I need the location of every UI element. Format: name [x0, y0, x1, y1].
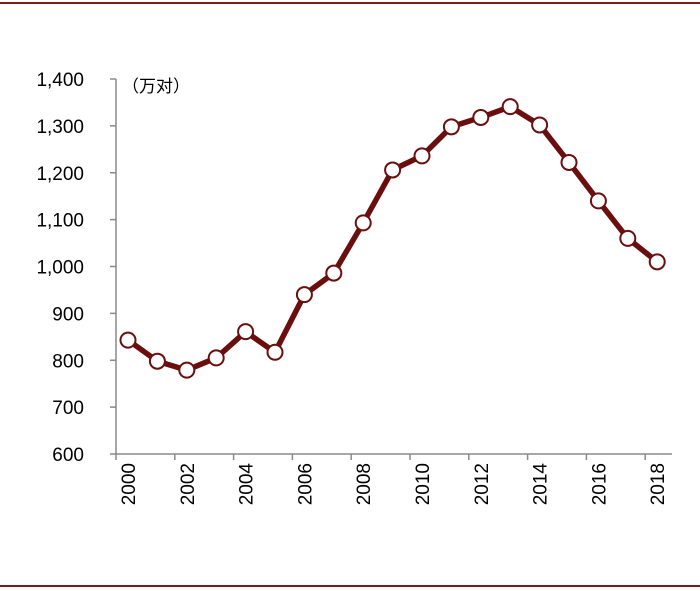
series-group — [125, 103, 660, 373]
x-tick-label: 2010 — [413, 463, 434, 505]
data-point — [178, 361, 196, 379]
data-point — [472, 108, 490, 126]
data-point — [501, 98, 519, 116]
x-tick-label: 2014 — [531, 463, 552, 506]
y-unit-label: （万对） — [122, 77, 190, 97]
y-tick-label: 1,000 — [36, 258, 84, 279]
y-axis: 1,400 1,300 1,200 1,100 1,000 900 800 700 600 — [36, 70, 117, 466]
x-tick-label: 2016 — [589, 463, 610, 505]
x-tick-label: 2000 — [119, 463, 140, 505]
data-point — [354, 214, 372, 232]
data-point — [442, 118, 460, 136]
y-tick-label: 700 — [52, 398, 84, 419]
data-point — [148, 352, 166, 370]
y-tick-label: 1,400 — [36, 70, 84, 91]
data-point — [531, 116, 549, 134]
x-tick-label: 2008 — [354, 463, 375, 505]
data-point — [619, 229, 637, 247]
data-point — [560, 153, 578, 171]
series-line — [125, 103, 660, 373]
bottom-border-rule — [0, 585, 700, 587]
y-tick-label: 1,300 — [36, 117, 84, 138]
y-tick-label: 900 — [52, 304, 84, 325]
data-point — [648, 253, 666, 271]
y-tick-label: 1,100 — [36, 211, 84, 232]
data-point — [325, 264, 343, 282]
top-border-rule — [0, 2, 700, 4]
y-tick-label: 1,200 — [36, 164, 84, 185]
x-tick-label: 2012 — [472, 463, 493, 505]
x-tick-label: 2004 — [237, 463, 258, 506]
x-tick-label: 2018 — [648, 463, 669, 505]
data-point — [237, 323, 255, 341]
data-point — [384, 161, 402, 179]
data-point — [589, 192, 607, 210]
y-tick-label: 600 — [52, 445, 84, 466]
data-point — [207, 349, 225, 367]
data-point — [119, 331, 137, 349]
data-point — [266, 343, 284, 361]
x-tick-label: 2002 — [178, 463, 199, 505]
y-tick-label: 800 — [52, 351, 84, 372]
data-point — [413, 147, 431, 165]
x-axis: 2000 2002 2004 2006 2008 2010 2012 2014 2016 2018 — [115, 453, 672, 506]
data-point — [295, 286, 313, 304]
x-tick-label: 2006 — [295, 463, 316, 505]
marker-group — [119, 98, 666, 379]
